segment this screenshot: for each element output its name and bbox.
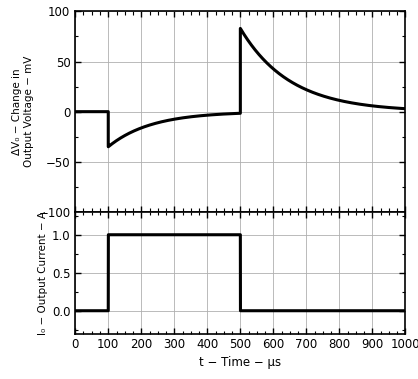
Y-axis label: ΔV₀ − Change in
Output Voltage − mV: ΔV₀ − Change in Output Voltage − mV bbox=[13, 56, 34, 168]
Y-axis label: I₀ − Output Current − A: I₀ − Output Current − A bbox=[38, 211, 48, 335]
X-axis label: t − Time − μs: t − Time − μs bbox=[199, 356, 281, 368]
